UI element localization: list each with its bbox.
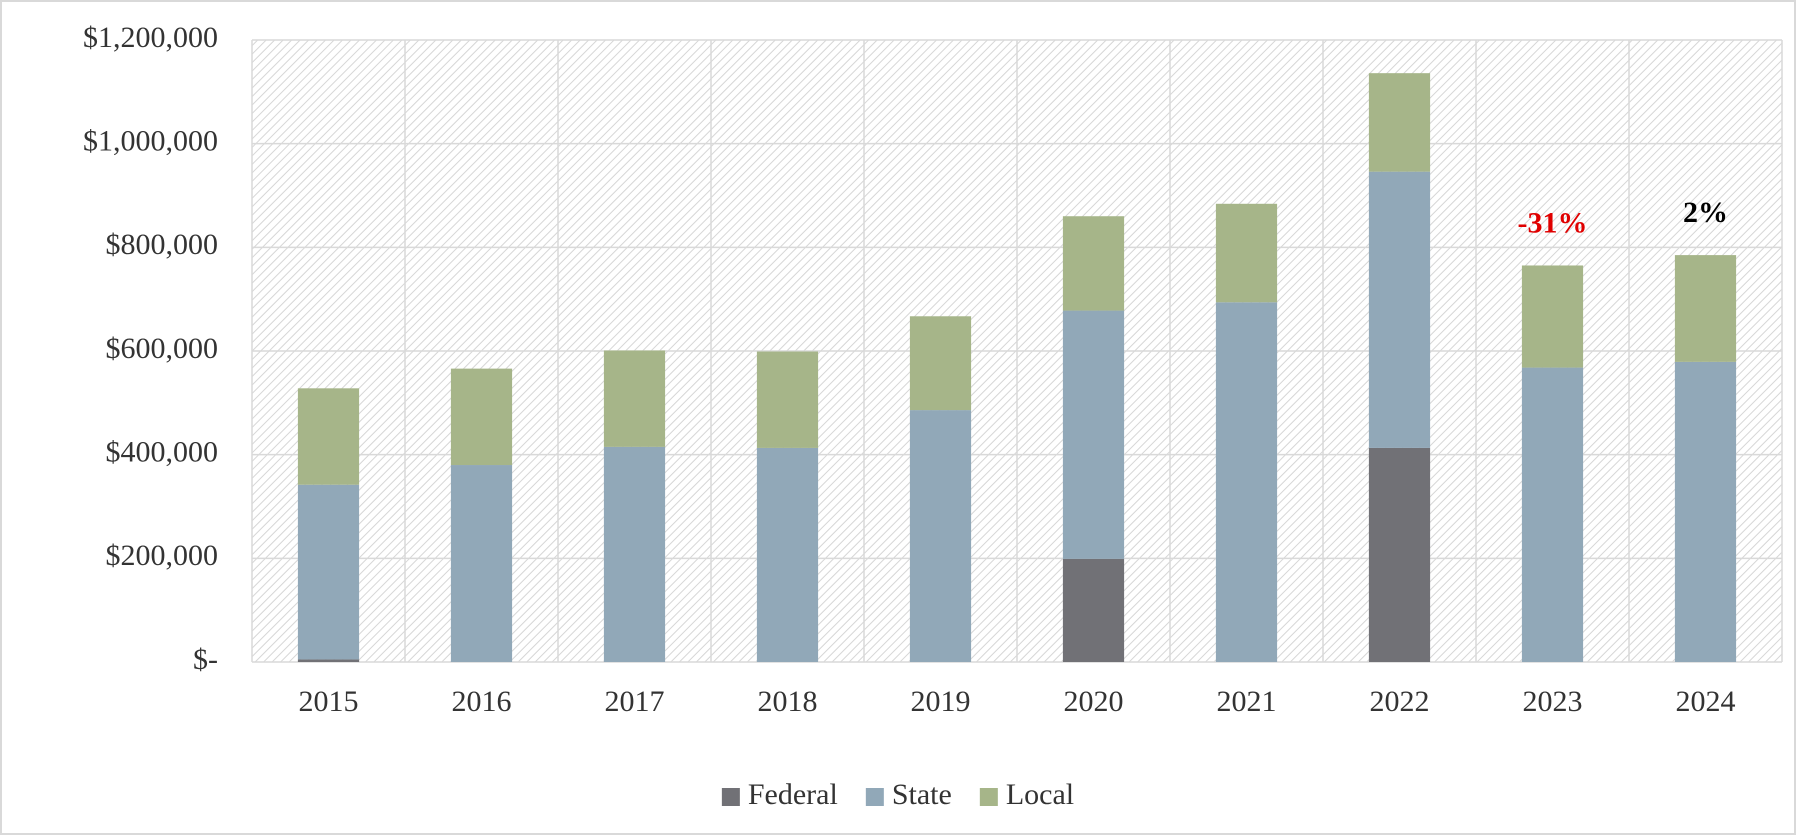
bar-segment [1215,302,1278,662]
bar-segment [450,465,513,662]
bar-segment [297,659,360,662]
legend-label: Federal [748,778,838,811]
bar-segment [1062,558,1125,662]
annotation: -31% [1518,206,1588,239]
x-tick-label: 2020 [1064,685,1124,718]
x-tick-label: 2019 [911,685,971,718]
legend-swatch [721,788,740,806]
y-tick-label: $1,200,000 [83,21,218,54]
legend-label: Local [1006,778,1074,811]
legend-swatch [865,788,884,806]
x-tick-label: 2018 [758,685,818,718]
y-tick-label: $- [193,643,218,676]
bar-segment [1674,361,1737,662]
bar-segment [1368,73,1431,172]
x-tick-label: 2023 [1523,685,1583,718]
bar-segment [1368,447,1431,662]
x-tick-label: 2016 [452,685,512,718]
x-tick-label: 2017 [605,685,665,718]
bar-segment [1062,310,1125,559]
bar-segment [450,368,513,466]
x-tick-label: 2022 [1370,685,1430,718]
bar-segment [1215,203,1278,303]
x-tick-label: 2021 [1217,685,1277,718]
bar-segment [1062,216,1125,311]
bar-segment [603,350,666,447]
bar-segment [297,388,360,485]
bar-segment [603,446,666,662]
bar-segment [1521,265,1584,368]
bar-segment [297,484,360,660]
x-tick-label: 2015 [299,685,359,718]
bar-segment [1521,367,1584,662]
bar-segment [756,351,819,448]
y-tick-label: $400,000 [106,436,219,469]
y-tick-label: $200,000 [106,539,219,572]
y-tick-label: $800,000 [106,228,219,261]
bar-segment [909,410,972,662]
bar-segment [756,447,819,662]
x-tick-label: 2024 [1676,685,1736,718]
y-tick-label: $1,000,000 [83,125,218,158]
legend-swatch [979,788,998,806]
bar-segment [909,316,972,411]
bar-segment [1674,255,1737,362]
legend-label: State [892,778,952,811]
y-tick-label: $600,000 [106,332,219,365]
annotation: 2% [1683,196,1728,229]
bar-segment [1368,171,1431,448]
